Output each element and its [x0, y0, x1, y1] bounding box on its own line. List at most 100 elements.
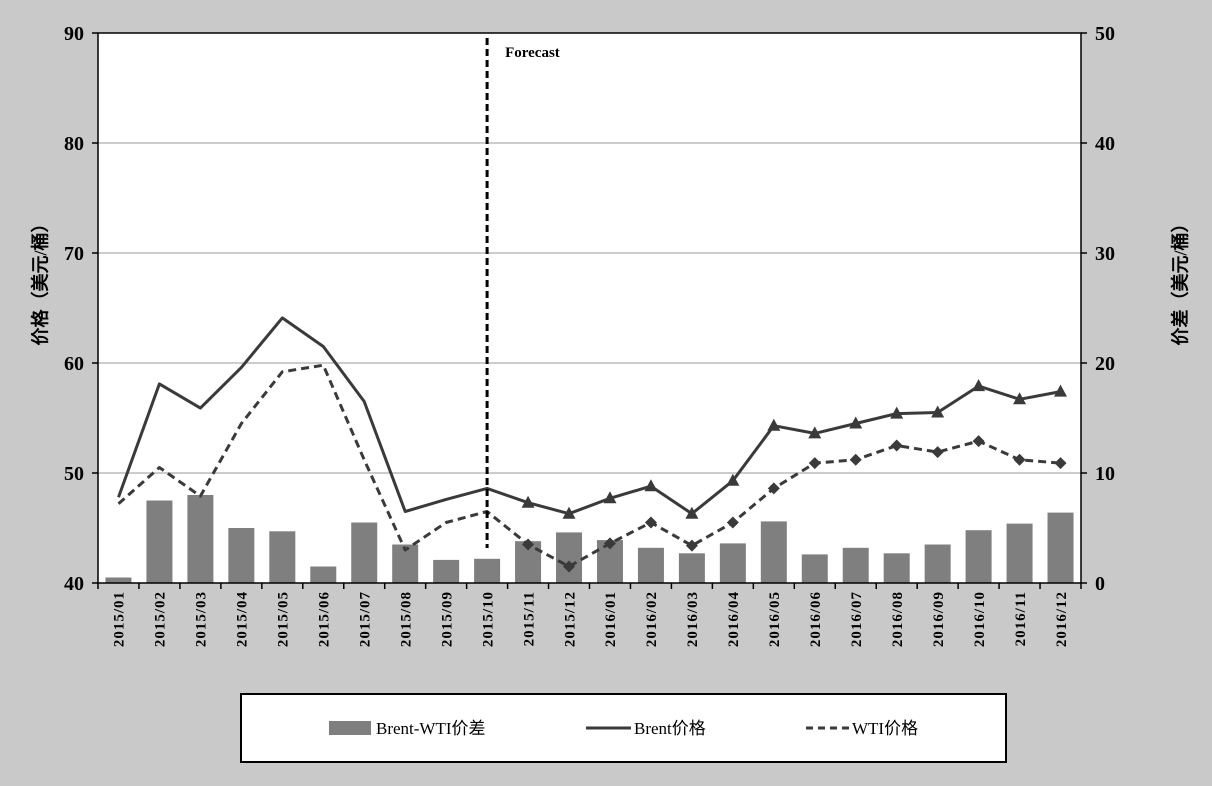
x-tick-label: 2015/09 [439, 591, 455, 647]
x-tick-label: 2016/09 [931, 591, 947, 647]
data-point [849, 416, 863, 429]
bar [474, 558, 501, 583]
series-line-2 [117, 363, 1061, 568]
data-point [890, 439, 903, 452]
x-tick-label: 2016/08 [890, 591, 906, 647]
legend-item-brent: Brent价格 [586, 719, 706, 738]
right-axis-title: 价差（美元/桶） [1169, 214, 1190, 345]
left-axis-title: 价格（美元/桶） [29, 214, 50, 345]
right-axis-tick-labels: 0 10 20 30 40 50 [1095, 23, 1115, 595]
bar [146, 500, 173, 583]
x-tick-label: 2016/11 [1013, 591, 1029, 646]
x-tick-label: 2015/07 [357, 591, 373, 647]
data-point [767, 482, 780, 495]
legend-item-wti: WTI价格 [806, 719, 918, 738]
forecast-label: Forecast [505, 45, 560, 61]
bar [842, 547, 869, 583]
data-point [931, 405, 945, 418]
data-point [890, 406, 904, 419]
x-tick-label: 2016/07 [849, 591, 865, 647]
left-y-tick-label: 80 [64, 133, 84, 155]
data-point [603, 537, 616, 550]
x-tick-label: 2015/05 [276, 591, 292, 647]
data-point [808, 457, 821, 470]
bar [1047, 512, 1074, 583]
bar [351, 522, 378, 583]
data-point [562, 506, 576, 519]
bar [678, 553, 705, 583]
left-y-tick-label: 60 [64, 353, 84, 375]
legend-item-spread: Brent-WTI价差 [329, 719, 486, 738]
right-y-tick-label: 50 [1095, 23, 1115, 45]
x-tick-label: 2015/10 [480, 591, 496, 647]
x-tick-label: 2016/03 [685, 591, 701, 647]
left-y-tick-label: 70 [64, 243, 84, 265]
bar [883, 553, 910, 583]
x-tick-label: 2016/02 [644, 591, 660, 647]
data-point [1013, 392, 1027, 405]
data-point [644, 516, 657, 529]
bar [719, 543, 746, 583]
x-tick-label: 2015/03 [194, 591, 210, 647]
right-y-tick-label: 20 [1095, 353, 1115, 375]
bar [556, 532, 583, 583]
right-y-tick-label: 10 [1095, 463, 1115, 485]
data-point [808, 426, 822, 439]
legend-label-wti: WTI价格 [852, 719, 918, 738]
x-tick-label: 2015/02 [153, 591, 169, 647]
left-axis-tick-labels: 40 50 60 70 80 90 [64, 23, 84, 595]
legend-label-brent: Brent价格 [634, 719, 706, 738]
bar [637, 547, 664, 583]
data-point [685, 539, 698, 552]
x-tick-label: 2016/01 [603, 591, 619, 647]
bar [105, 577, 132, 583]
x-tick-label: 2016/10 [972, 591, 988, 647]
data-point [849, 453, 862, 466]
right-y-tick-label: 0 [1095, 573, 1105, 595]
price-lines [117, 316, 1068, 573]
axis-ticks [92, 32, 1087, 589]
forecast-annotation: Forecast [485, 38, 560, 548]
x-tick-label: 2015/11 [521, 591, 537, 646]
data-point [685, 506, 699, 519]
plot-area [98, 33, 1081, 583]
bar [433, 559, 460, 583]
left-y-tick-label: 40 [64, 573, 84, 595]
data-point [767, 418, 781, 431]
x-tick-label: 2016/04 [726, 591, 742, 647]
right-y-tick-label: 30 [1095, 243, 1115, 265]
data-point [1054, 384, 1068, 397]
bar [228, 528, 255, 583]
data-point [563, 560, 576, 573]
x-tick-label: 2015/06 [317, 591, 333, 647]
x-tick-label: 2016/12 [1054, 591, 1070, 647]
bar [965, 530, 992, 583]
right-y-tick-label: 40 [1095, 133, 1115, 155]
data-point [726, 473, 740, 486]
data-point [931, 446, 944, 459]
data-point [726, 516, 739, 529]
x-tick-label: 2016/06 [808, 591, 824, 647]
bar [187, 495, 214, 583]
data-point [1013, 453, 1026, 466]
data-point [522, 538, 535, 551]
x-axis-tick-labels: 2015/01 2015/02 2015/03 2015/04 2015/05 2015/… [112, 591, 1070, 647]
data-point [972, 435, 985, 448]
bar [801, 554, 828, 583]
bar [924, 544, 951, 583]
bar [1006, 523, 1033, 583]
legend-swatch-bar [329, 721, 371, 735]
bar [310, 566, 337, 583]
left-y-tick-label: 50 [64, 463, 84, 485]
gridlines [98, 142, 1081, 474]
legend-label-spread: Brent-WTI价差 [376, 719, 486, 738]
x-tick-label: 2016/05 [767, 591, 783, 647]
bar [269, 531, 296, 583]
x-tick-label: 2015/12 [562, 591, 578, 647]
x-tick-label: 2015/08 [398, 591, 414, 647]
x-tick-label: 2015/04 [235, 591, 251, 647]
x-tick-label: 2015/01 [112, 591, 128, 647]
legend: Brent-WTI价差 Brent价格 WTI价格 [240, 693, 1007, 763]
data-point [1054, 457, 1067, 470]
